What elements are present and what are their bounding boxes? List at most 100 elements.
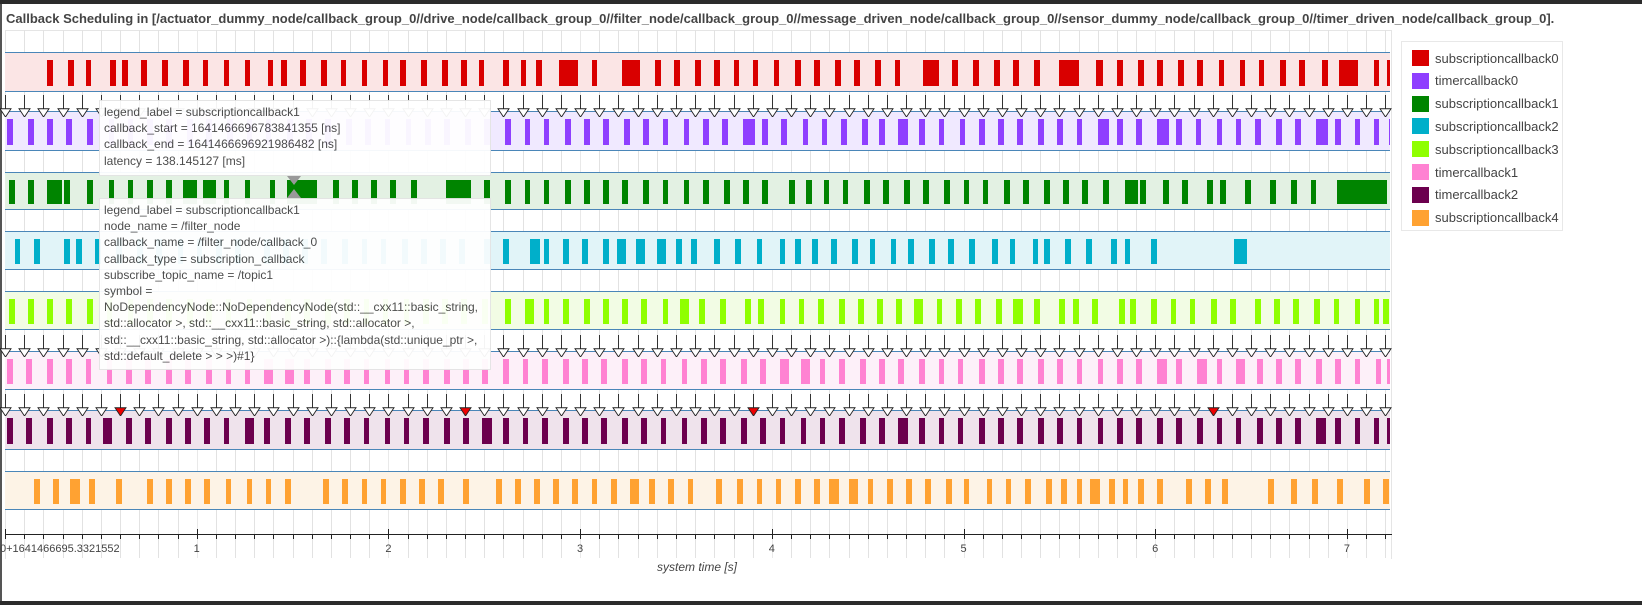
callback-bar[interactable] (733, 60, 740, 86)
callback-bar[interactable] (1235, 418, 1242, 444)
callback-bar[interactable] (482, 359, 489, 384)
callback-bar[interactable] (582, 359, 588, 384)
callback-bar[interactable] (399, 479, 406, 504)
callback-bar[interactable] (582, 239, 588, 264)
callback-bar[interactable] (683, 180, 690, 204)
callback-bar[interactable] (541, 359, 548, 384)
callback-bar[interactable] (47, 418, 53, 444)
callback-bar[interactable] (913, 299, 924, 324)
callback-bar[interactable] (1295, 119, 1301, 145)
callback-bar[interactable] (342, 479, 349, 504)
callback-bar[interactable] (1076, 479, 1083, 504)
callback-bar[interactable] (616, 239, 627, 264)
callback-bar[interactable] (756, 239, 763, 264)
callback-bar[interactable] (1024, 479, 1031, 504)
callback-bar[interactable] (534, 479, 540, 504)
callback-bar[interactable] (957, 418, 964, 444)
callback-bar[interactable] (284, 359, 295, 384)
callback-bar[interactable] (925, 479, 931, 504)
callback-bar[interactable] (957, 359, 964, 384)
callback-bar[interactable] (1314, 299, 1321, 324)
callback-bar[interactable] (622, 359, 629, 384)
callback-bar[interactable] (1233, 239, 1248, 264)
callback-bar[interactable] (1276, 418, 1282, 444)
callback-bar[interactable] (583, 299, 590, 324)
callback-bar[interactable] (741, 418, 747, 444)
callback-bar[interactable] (421, 60, 427, 86)
callback-bar[interactable] (28, 299, 34, 324)
callback-bar[interactable] (64, 180, 71, 204)
callback-bar[interactable] (906, 479, 912, 504)
callback-bar[interactable] (1189, 299, 1196, 324)
callback-bar[interactable] (202, 60, 209, 86)
callback-bar[interactable] (794, 479, 801, 504)
callback-bar[interactable] (1136, 418, 1142, 444)
callback-bar[interactable] (919, 418, 926, 444)
callback-bar[interactable] (1364, 479, 1370, 504)
callback-bar[interactable] (978, 119, 985, 145)
callback-bar[interactable] (14, 239, 21, 264)
callback-bar[interactable] (812, 239, 818, 264)
callback-bar[interactable] (863, 180, 870, 204)
callback-bar[interactable] (591, 60, 598, 86)
callback-bar[interactable] (1091, 299, 1098, 324)
callback-bar[interactable] (541, 418, 548, 444)
callback-bar[interactable] (47, 60, 53, 86)
callback-bar[interactable] (162, 60, 168, 86)
callback-bar[interactable] (64, 239, 71, 264)
callback-bar[interactable] (1218, 60, 1225, 86)
callback-bar[interactable] (603, 299, 609, 324)
callback-bar[interactable] (723, 180, 730, 204)
callback-bar[interactable] (1256, 359, 1263, 384)
callback-bar[interactable] (514, 479, 521, 504)
callback-bar[interactable] (978, 418, 985, 444)
callback-bar[interactable] (503, 239, 510, 264)
callback-bar[interactable] (641, 359, 648, 384)
callback-bar[interactable] (1034, 299, 1041, 324)
callback-bar[interactable] (1057, 119, 1064, 145)
callback-bar[interactable] (898, 119, 908, 145)
callback-bar[interactable] (68, 60, 75, 86)
callback-bar[interactable] (875, 60, 882, 86)
callback-bar[interactable] (47, 119, 53, 145)
callback-bar[interactable] (1097, 119, 1110, 145)
callback-bar[interactable] (1195, 119, 1202, 145)
callback-bar[interactable] (969, 239, 976, 264)
callback-bar[interactable] (6, 418, 13, 444)
callback-bar[interactable] (183, 60, 190, 86)
callback-bar[interactable] (125, 418, 132, 444)
callback-bar[interactable] (817, 299, 824, 324)
callback-bar[interactable] (1170, 299, 1177, 324)
legend-item-timercallback0[interactable]: timercallback0 (1412, 71, 1518, 91)
callback-bar[interactable] (263, 359, 274, 384)
callback-bar[interactable] (1274, 299, 1280, 324)
callback-bar[interactable] (662, 119, 669, 145)
callback-bar[interactable] (683, 119, 690, 145)
callback-bar[interactable] (800, 418, 807, 444)
callback-bar[interactable] (1387, 359, 1390, 384)
callback-bar[interactable] (998, 359, 1004, 384)
callback-bar[interactable] (503, 60, 510, 86)
callback-bar[interactable] (660, 359, 667, 384)
callback-bar[interactable] (591, 479, 598, 504)
callback-bar[interactable] (603, 119, 609, 145)
callback-bar[interactable] (110, 60, 117, 86)
callback-bar[interactable] (695, 60, 701, 86)
callback-bar[interactable] (522, 418, 529, 444)
callback-bar[interactable] (8, 180, 15, 204)
callback-bar[interactable] (463, 418, 469, 444)
callback-bar[interactable] (959, 119, 966, 145)
callback-bar[interactable] (879, 359, 885, 384)
callback-bar[interactable] (848, 479, 859, 504)
callback-bar[interactable] (919, 359, 926, 384)
callback-bar[interactable] (582, 418, 588, 444)
callback-bar[interactable] (583, 180, 590, 204)
callback-bar[interactable] (978, 359, 985, 384)
callback-bar[interactable] (1276, 119, 1282, 145)
callback-bar[interactable] (1383, 299, 1390, 324)
callback-bar[interactable] (898, 418, 908, 444)
callback-bar[interactable] (1136, 359, 1142, 384)
callback-bar[interactable] (1197, 60, 1204, 86)
callback-bar[interactable] (47, 359, 53, 384)
callback-bar[interactable] (720, 359, 726, 384)
